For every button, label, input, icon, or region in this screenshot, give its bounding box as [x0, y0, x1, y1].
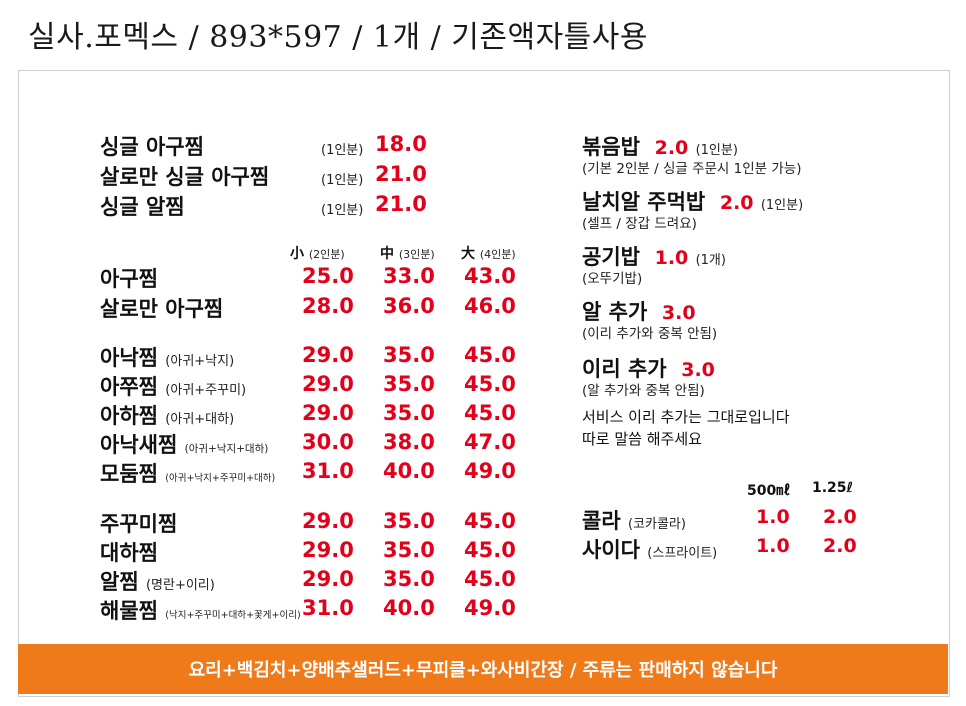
price-medium: 36.0 [383, 294, 435, 318]
price-large: 49.0 [464, 596, 516, 620]
price-large: 45.0 [464, 509, 516, 533]
drink-size-large: 1.25ℓ [812, 480, 854, 496]
price-large: 45.0 [464, 401, 516, 425]
drink-price-small: 1.0 [756, 535, 790, 557]
side-item-roe-rice: 날치알 주먹밥 2.0 (1인분) [582, 190, 804, 214]
menu-item-name: 해물찜 (낙지+주꾸미+대하+꽃게+이리) [100, 599, 301, 623]
price-small: 25.0 [302, 264, 354, 288]
service-note: 따로 말씀 해주세요 [582, 430, 702, 448]
price-small: 31.0 [302, 459, 354, 483]
menu-item-name: 살로만 아구찜 [100, 297, 224, 321]
side-item-fried-rice: 볶음밥 2.0 (1인분) [582, 135, 738, 159]
drink-price-small: 1.0 [756, 506, 790, 528]
drink-name: 콜라 (코카콜라) [582, 509, 686, 533]
price-medium: 40.0 [383, 596, 435, 620]
price-large: 43.0 [464, 264, 516, 288]
price-small: 29.0 [302, 538, 354, 562]
menu-item-qty: (1인분) [321, 173, 364, 188]
price-large: 45.0 [464, 343, 516, 367]
size-header-large: 大 (4인분) [461, 246, 516, 262]
price-small: 29.0 [302, 509, 354, 533]
price-medium: 33.0 [383, 264, 435, 288]
price-small: 29.0 [302, 343, 354, 367]
menu-item-name: 싱글 아구찜 [100, 135, 204, 159]
side-item-note: (셀프 / 장갑 드려요) [582, 216, 697, 232]
price-medium: 38.0 [383, 430, 435, 454]
price-medium: 35.0 [383, 343, 435, 367]
menu-item-name: 모둠찜 (아귀+낙지+주꾸미+대하) [100, 462, 276, 486]
menu-item-qty: (1인분) [321, 203, 364, 218]
price-medium: 35.0 [383, 509, 435, 533]
side-item-note: (오뚜기밥) [582, 271, 643, 287]
menu-board [18, 70, 950, 697]
service-note: 서비스 이리 추가는 그대로입니다 [582, 408, 790, 426]
price-large: 47.0 [464, 430, 516, 454]
price-small: 29.0 [302, 401, 354, 425]
price-medium: 40.0 [383, 459, 435, 483]
side-item-roe-add: 알 추가 3.0 [582, 300, 696, 324]
side-item-note: (알 추가와 중복 안됨) [582, 383, 705, 399]
menu-item-price: 18.0 [375, 132, 427, 156]
menu-item-name: 대하찜 [100, 541, 158, 565]
price-large: 46.0 [464, 294, 516, 318]
size-header-medium: 中 (3인분) [380, 246, 435, 262]
price-medium: 35.0 [383, 372, 435, 396]
side-item-note: (기본 2인분 / 싱글 주문시 1인분 가능) [582, 161, 802, 177]
page-header-title: 실사.포멕스 / 893*597 / 1개 / 기존액자틀사용 [28, 20, 648, 55]
side-item-milt-add: 이리 추가 3.0 [582, 357, 715, 381]
drink-price-large: 2.0 [823, 535, 857, 557]
menu-item-name: 아낙새찜 (아귀+낙지+대하) [100, 433, 269, 457]
price-small: 29.0 [302, 372, 354, 396]
price-small: 31.0 [302, 596, 354, 620]
menu-item-name: 주꾸미찜 [100, 512, 178, 536]
menu-item-name: 아구찜 [100, 267, 158, 291]
footer-banner: 요리+백김치+양배추샐러드+무피클+와사비간장 / 주류는 판매하지 않습니다 [18, 644, 948, 694]
price-medium: 35.0 [383, 401, 435, 425]
drink-price-large: 2.0 [823, 506, 857, 528]
menu-item-name: 아하찜 (아귀+대하) [100, 404, 235, 428]
price-small: 28.0 [302, 294, 354, 318]
size-header-small: 小 (2인분) [290, 246, 345, 262]
menu-item-name: 싱글 알찜 [100, 195, 185, 219]
price-large: 49.0 [464, 459, 516, 483]
price-medium: 35.0 [383, 567, 435, 591]
menu-item-price: 21.0 [375, 162, 427, 186]
menu-item-price: 21.0 [375, 192, 427, 216]
price-small: 30.0 [302, 430, 354, 454]
drink-name: 사이다 (스프라이트) [582, 538, 718, 562]
footer-text: 요리+백김치+양배추샐러드+무피클+와사비간장 / 주류는 판매하지 않습니다 [188, 660, 778, 681]
menu-item-name: 살로만 싱글 아구찜 [100, 165, 270, 189]
price-medium: 35.0 [383, 538, 435, 562]
price-small: 29.0 [302, 567, 354, 591]
drink-size-small: 500㎖ [747, 483, 791, 499]
price-large: 45.0 [464, 372, 516, 396]
side-item-note: (이리 추가와 중복 안됨) [582, 326, 718, 342]
menu-item-name: 알찜 (명란+이리) [100, 570, 215, 594]
price-large: 45.0 [464, 538, 516, 562]
menu-item-name: 아낙찜 (아귀+낙지) [100, 346, 235, 370]
price-large: 45.0 [464, 567, 516, 591]
menu-item-name: 아쭈찜 (아귀+주꾸미) [100, 375, 247, 399]
side-item-rice: 공기밥 1.0 (1개) [582, 245, 726, 269]
menu-item-qty: (1인분) [321, 143, 364, 158]
